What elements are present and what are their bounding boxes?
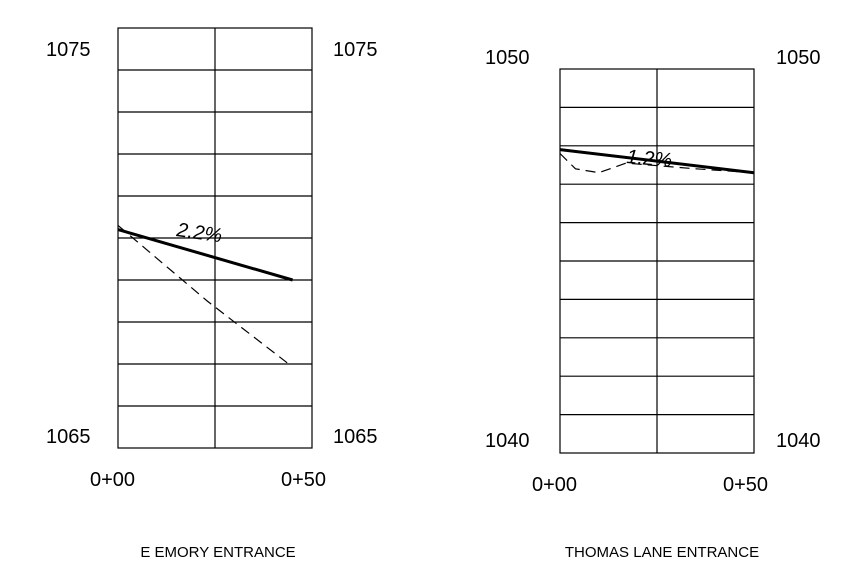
- profile-title: E EMORY ENTRANCE: [140, 544, 295, 561]
- existing-ground-line: [559, 153, 755, 174]
- profile-thomas-lane: 1.2% 1050 1050 1040 1040 0+00 0+50 THOMA…: [485, 47, 821, 561]
- profile-e-emory: 2.2% 1075 1075 1065 1065 0+00 0+50 E EMO…: [46, 27, 378, 561]
- proposed-grade-line: [117, 228, 294, 282]
- elevation-top-left: 1050: [485, 47, 530, 69]
- station-end: 0+50: [281, 469, 326, 491]
- station-start: 0+00: [90, 469, 135, 491]
- grid-thomas-lane: [559, 68, 755, 454]
- existing-ground-line: [117, 224, 290, 365]
- grade-label: 2.2%: [174, 219, 223, 247]
- profile-title: THOMAS LANE ENTRANCE: [565, 544, 759, 561]
- elevation-bottom-left: 1065: [46, 426, 91, 448]
- station-start: 0+00: [532, 474, 577, 496]
- elevation-bottom-right: 1040: [776, 430, 821, 452]
- elevation-bottom-left: 1040: [485, 430, 530, 452]
- station-end: 0+50: [723, 474, 768, 496]
- elevation-top-left: 1075: [46, 39, 91, 61]
- elevation-bottom-right: 1065: [333, 426, 378, 448]
- elevation-top-right: 1050: [776, 47, 821, 69]
- elevation-top-right: 1075: [333, 39, 378, 61]
- grade-label: 1.2%: [626, 146, 673, 172]
- proposed-grade-line: [559, 148, 755, 175]
